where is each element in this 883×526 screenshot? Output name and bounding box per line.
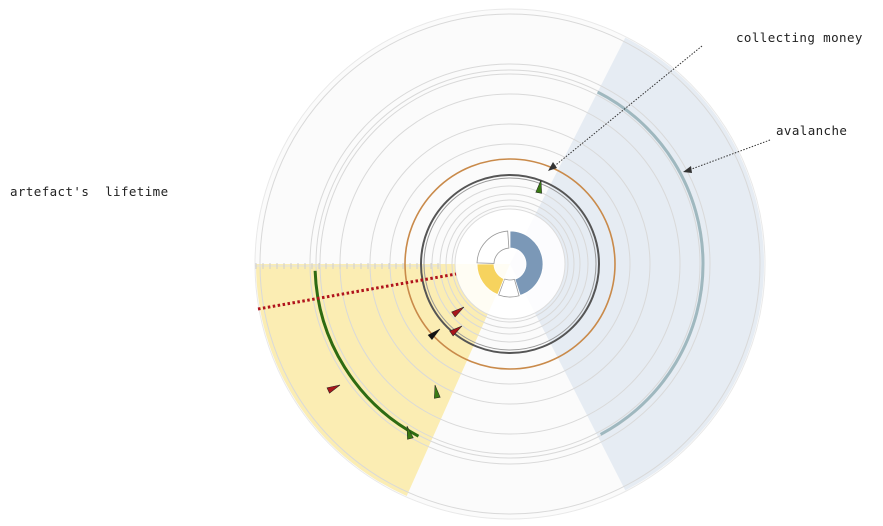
avalanche-leader [688, 139, 771, 171]
inner-disc [454, 208, 566, 320]
annotation-avalanche: avalanche [776, 123, 848, 138]
grid-ring [451, 205, 569, 323]
teal-ring-arc [596, 90, 705, 436]
green-pennant-icon-body [406, 425, 414, 440]
green-pennant-icon [434, 384, 441, 399]
red-pennant-icon [326, 384, 341, 394]
dark-ring [420, 174, 600, 354]
markers [326, 179, 542, 440]
grid-ring [389, 143, 631, 385]
red-pennant-icon-body [451, 306, 465, 318]
avalanche-arrowhead [683, 166, 692, 173]
center-donut-blue [509, 230, 544, 296]
red-pennant-icon [449, 325, 463, 337]
green-pennant-icon-body [434, 384, 441, 399]
green-pennant-icon [406, 425, 414, 440]
center-donut [476, 230, 544, 298]
red-pennant-icon-body [449, 325, 463, 337]
annotation-collecting-money: collecting money [736, 30, 863, 45]
red-pennant-icon-body [326, 384, 341, 394]
grid-ring [319, 73, 701, 455]
orange-ring [404, 158, 616, 370]
dark-ring-inner [423, 177, 597, 351]
black-pennant-icon-body [427, 328, 441, 341]
black-pennant-icon [427, 328, 441, 341]
center-donut-yellow [476, 263, 505, 296]
green-pennant-icon [535, 179, 542, 194]
green-pennant-icon-body [535, 179, 542, 194]
grid-ring [445, 199, 575, 329]
grid-ring [259, 13, 761, 515]
lifetime-dotted-line [257, 272, 457, 311]
grid-ring [369, 123, 651, 405]
center-donut-empty-left [476, 230, 510, 264]
annotation-artefact-lifetime: artefact's lifetime [10, 184, 169, 199]
collecting-money-arrowhead [548, 162, 557, 171]
grid-ring [309, 63, 711, 465]
center-donut-empty-bottom [498, 278, 520, 298]
grid-ring [431, 185, 589, 343]
grid-ring [439, 193, 581, 335]
red-pennant-icon [451, 306, 465, 318]
tick-scale [255, 263, 440, 269]
collecting-money-leader [551, 45, 703, 169]
